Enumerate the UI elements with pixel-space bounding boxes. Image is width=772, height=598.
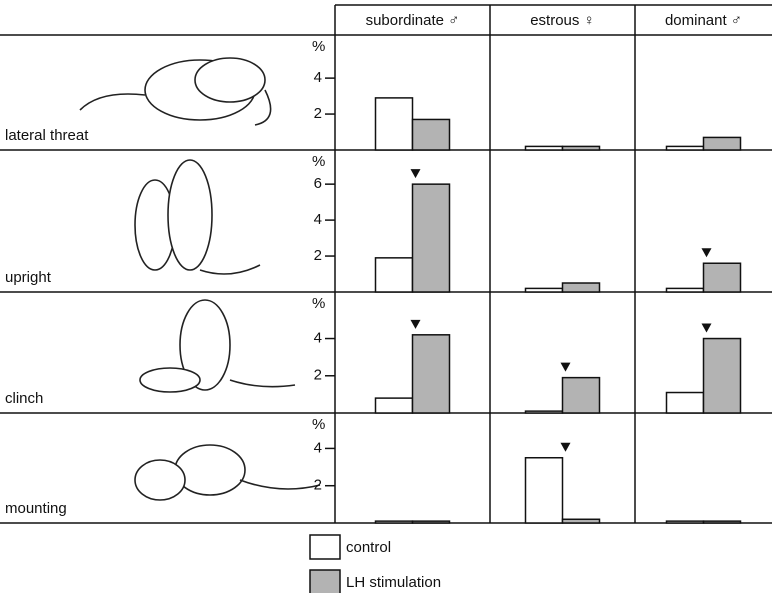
rat-illustration xyxy=(134,459,186,501)
legend-label: control xyxy=(346,539,391,556)
row-label: lateral threat xyxy=(5,127,89,144)
rat-illustration xyxy=(79,89,272,126)
rat-illustration xyxy=(229,379,296,388)
row-label: upright xyxy=(5,269,52,286)
bar xyxy=(561,518,601,524)
bar xyxy=(374,520,414,524)
bar xyxy=(411,183,451,293)
row-label: clinch xyxy=(5,390,43,407)
bar xyxy=(411,118,451,151)
y-tick-label: 2 xyxy=(314,367,322,384)
significance-marker xyxy=(410,319,421,329)
column-header: subordinate ♂ xyxy=(366,12,460,29)
bar xyxy=(665,520,705,524)
column-header: dominant ♂ xyxy=(665,12,742,29)
y-unit: % xyxy=(312,153,325,170)
significance-marker xyxy=(560,442,571,452)
y-unit: % xyxy=(312,38,325,55)
illustrations xyxy=(79,57,321,501)
bar xyxy=(665,391,705,414)
rat-illustration xyxy=(179,299,231,391)
bar xyxy=(702,136,742,151)
legend-swatch xyxy=(309,534,341,560)
y-unit: % xyxy=(312,416,325,433)
bar xyxy=(561,145,601,151)
significance-marker xyxy=(410,169,421,179)
significance-marker xyxy=(701,248,712,258)
y-tick-label: 6 xyxy=(314,175,322,192)
bar xyxy=(411,520,451,524)
bar xyxy=(665,287,705,293)
rat-illustration xyxy=(167,159,213,271)
rat-illustration xyxy=(139,367,201,393)
significance-marker xyxy=(701,323,712,333)
y-tick-label: 4 xyxy=(314,211,322,228)
legend-swatch xyxy=(309,569,341,595)
y-tick-label: 4 xyxy=(314,330,322,347)
bar xyxy=(524,456,564,524)
bar xyxy=(411,334,451,414)
bar xyxy=(702,337,742,414)
rat-illustration xyxy=(199,264,261,275)
bar xyxy=(524,410,564,414)
legend-label: LH stimulation xyxy=(346,574,441,591)
bar xyxy=(702,520,742,524)
bar xyxy=(524,145,564,151)
rat-illustration xyxy=(194,57,266,103)
bar xyxy=(374,257,414,293)
y-tick-label: 4 xyxy=(314,439,322,456)
y-tick-label: 2 xyxy=(314,247,322,264)
rat-illustration xyxy=(174,444,246,496)
y-unit: % xyxy=(312,295,325,312)
row-label: mounting xyxy=(5,500,67,517)
column-header: estrous ♀ xyxy=(530,12,595,29)
bar xyxy=(374,97,414,151)
y-tick-label: 2 xyxy=(314,477,322,494)
rat-illustration xyxy=(239,479,321,490)
bar xyxy=(702,262,742,293)
bar xyxy=(561,376,601,414)
y-tick-label: 2 xyxy=(314,105,322,122)
bar xyxy=(524,287,564,293)
bar xyxy=(374,397,414,414)
y-tick-label: 4 xyxy=(314,69,322,86)
significance-marker xyxy=(560,362,571,372)
bar xyxy=(561,282,601,293)
bar xyxy=(665,145,705,151)
